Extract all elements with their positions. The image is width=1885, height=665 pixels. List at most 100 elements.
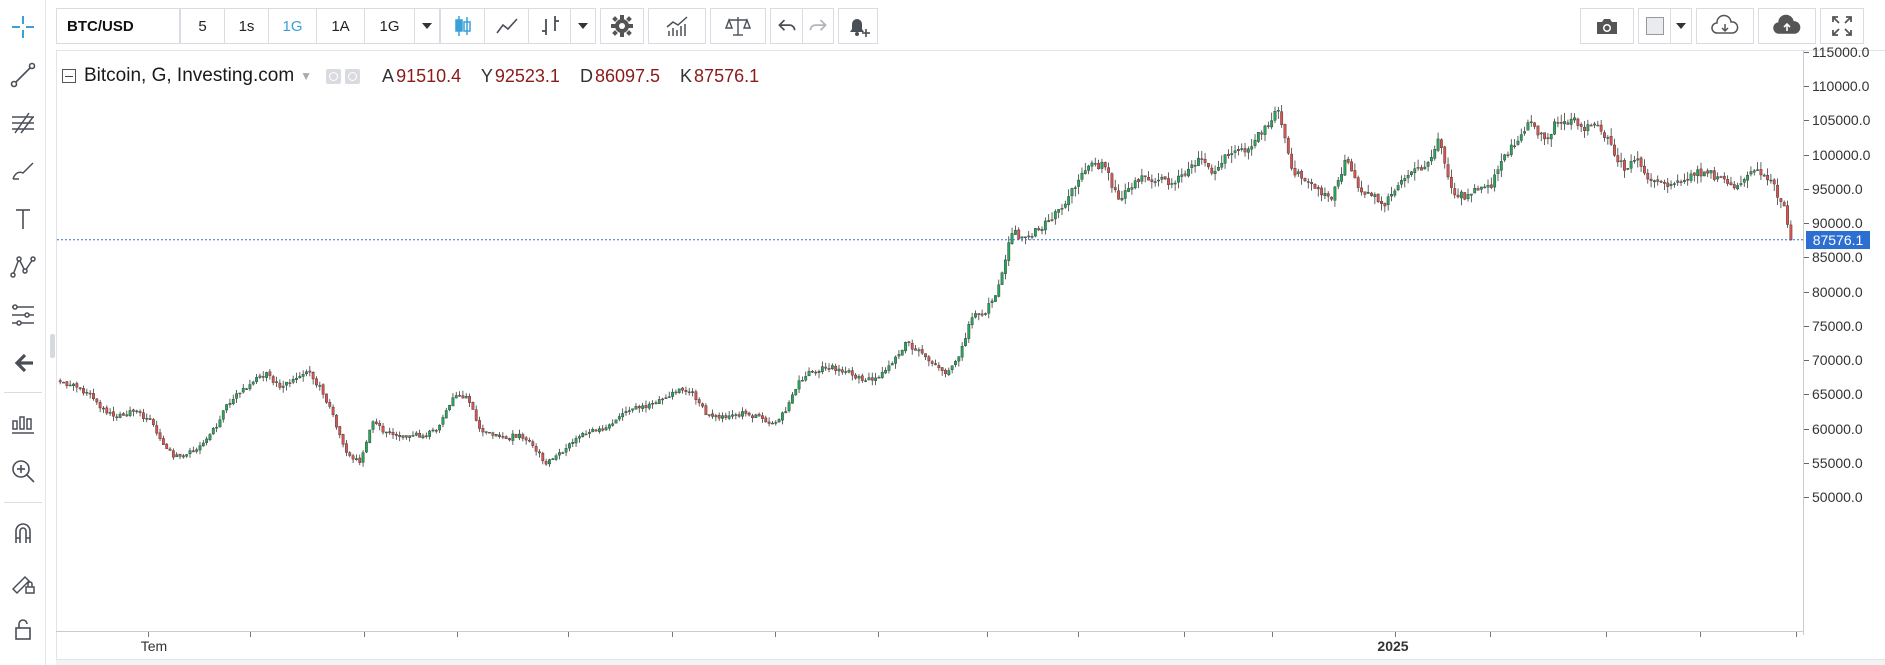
candle-up [225,404,229,411]
settings-button[interactable] [600,8,644,44]
pitchfork-icon[interactable] [6,106,40,140]
candle-down [767,421,771,424]
candle-up [554,455,558,460]
symbol-input[interactable] [56,8,180,44]
price-axis-tick [1804,257,1809,259]
candle-up [1636,158,1640,161]
undo-button[interactable] [770,8,802,44]
candle-up [904,342,907,352]
candle-up [1619,160,1623,162]
candle-up [734,414,738,416]
candle-up [1276,109,1280,112]
candle-up [1093,163,1097,165]
pattern-icon[interactable] [6,250,40,284]
candles-style-button[interactable] [440,8,484,44]
candle-up [518,433,521,439]
interval-5[interactable]: 5 [180,8,224,44]
candle-down [508,438,511,441]
indicators-button[interactable] [648,8,706,44]
interval-dropdown-button[interactable] [414,8,440,44]
candle-down [1137,179,1140,183]
text-icon[interactable] [6,202,40,236]
price-axis[interactable]: 115000.0 110000.0 105000.0 100000.0 95000.0 9… [1803,44,1885,635]
candle-up [1197,157,1200,166]
settings-small-icon[interactable] [345,68,361,84]
candle-down [1649,178,1653,181]
load-layout-button[interactable] [1696,8,1754,44]
zoom-in-icon[interactable] [6,454,40,488]
candle-up [428,430,432,437]
series-title[interactable]: Bitcoin, G, Investing.com [84,65,295,86]
candle-down [394,434,398,436]
magnet-icon[interactable] [6,516,40,550]
unlock-icon[interactable] [6,612,40,646]
chevron-down-icon [422,23,432,29]
indicators-icon[interactable] [6,406,40,440]
candle-down [112,411,115,417]
ohlc-bars-icon [541,16,559,35]
candle-down [747,412,751,416]
candle-down [601,428,605,431]
save-layout-button[interactable] [1758,8,1816,44]
candle-down [358,457,362,463]
time-axis[interactable]: Tem 2025 [56,631,1803,659]
candle-up [1626,168,1630,170]
color-theme-dropdown-button[interactable] [1670,8,1692,44]
candle-up [361,452,365,463]
snapshot-button[interactable] [1580,8,1634,44]
candle-up [604,427,608,431]
candle-up [1519,134,1523,141]
compare-button[interactable] [710,8,766,44]
trend-line-icon[interactable] [6,58,40,92]
candle-down [98,402,102,409]
candle-down [870,377,874,381]
chevron-down-icon [1676,23,1686,29]
crosshair-icon[interactable] [6,10,40,44]
alert-button[interactable] [838,8,878,44]
interval-1g-day[interactable]: 1G [268,8,316,44]
candle-down [92,393,95,400]
back-arrow-icon[interactable] [6,346,40,380]
candle-down [191,450,195,453]
candle-up [731,414,734,417]
chart-style-dropdown-button[interactable] [570,8,596,44]
candle-down [1103,162,1107,168]
candle-down [1729,182,1733,186]
caret-down-icon[interactable]: ▼ [300,69,313,83]
candle-up [1217,167,1220,171]
candle-down [1776,184,1779,198]
candle-down [335,414,338,428]
bars-style-button[interactable] [528,8,570,44]
candle-up [997,284,1001,297]
interval-1s[interactable]: 1s [224,8,268,44]
candle-up [1426,162,1430,167]
candle-up [1563,121,1566,125]
candle-up [1083,170,1087,174]
chart-pane[interactable] [56,50,1885,665]
line-style-button[interactable] [484,8,528,44]
color-theme-button[interactable] [1638,8,1670,44]
candle-up [874,377,878,381]
candle-down [854,374,858,379]
brush-icon[interactable] [6,154,40,188]
fullscreen-button[interactable] [1820,8,1864,44]
lock-drawings-icon[interactable] [6,564,40,598]
candle-up [1573,117,1576,121]
redo-button[interactable] [802,8,834,44]
visibility-icon[interactable] [326,68,342,84]
candle-up [674,391,678,394]
fib-retracement-icon[interactable] [6,298,40,332]
candle-down [1662,182,1666,184]
legend-collapse-icon[interactable] [62,69,76,83]
candle-down [528,440,531,442]
candle-up [1413,168,1417,174]
candle-down [1280,111,1284,125]
interval-1a[interactable]: 1A [316,8,364,44]
time-axis-tick [1490,632,1491,637]
toolbar-collapse-handle[interactable] [50,334,55,358]
candle-down [378,423,382,426]
candle-down [834,365,838,371]
interval-1g-week[interactable]: 1G [364,8,414,44]
candle-down [914,348,917,351]
